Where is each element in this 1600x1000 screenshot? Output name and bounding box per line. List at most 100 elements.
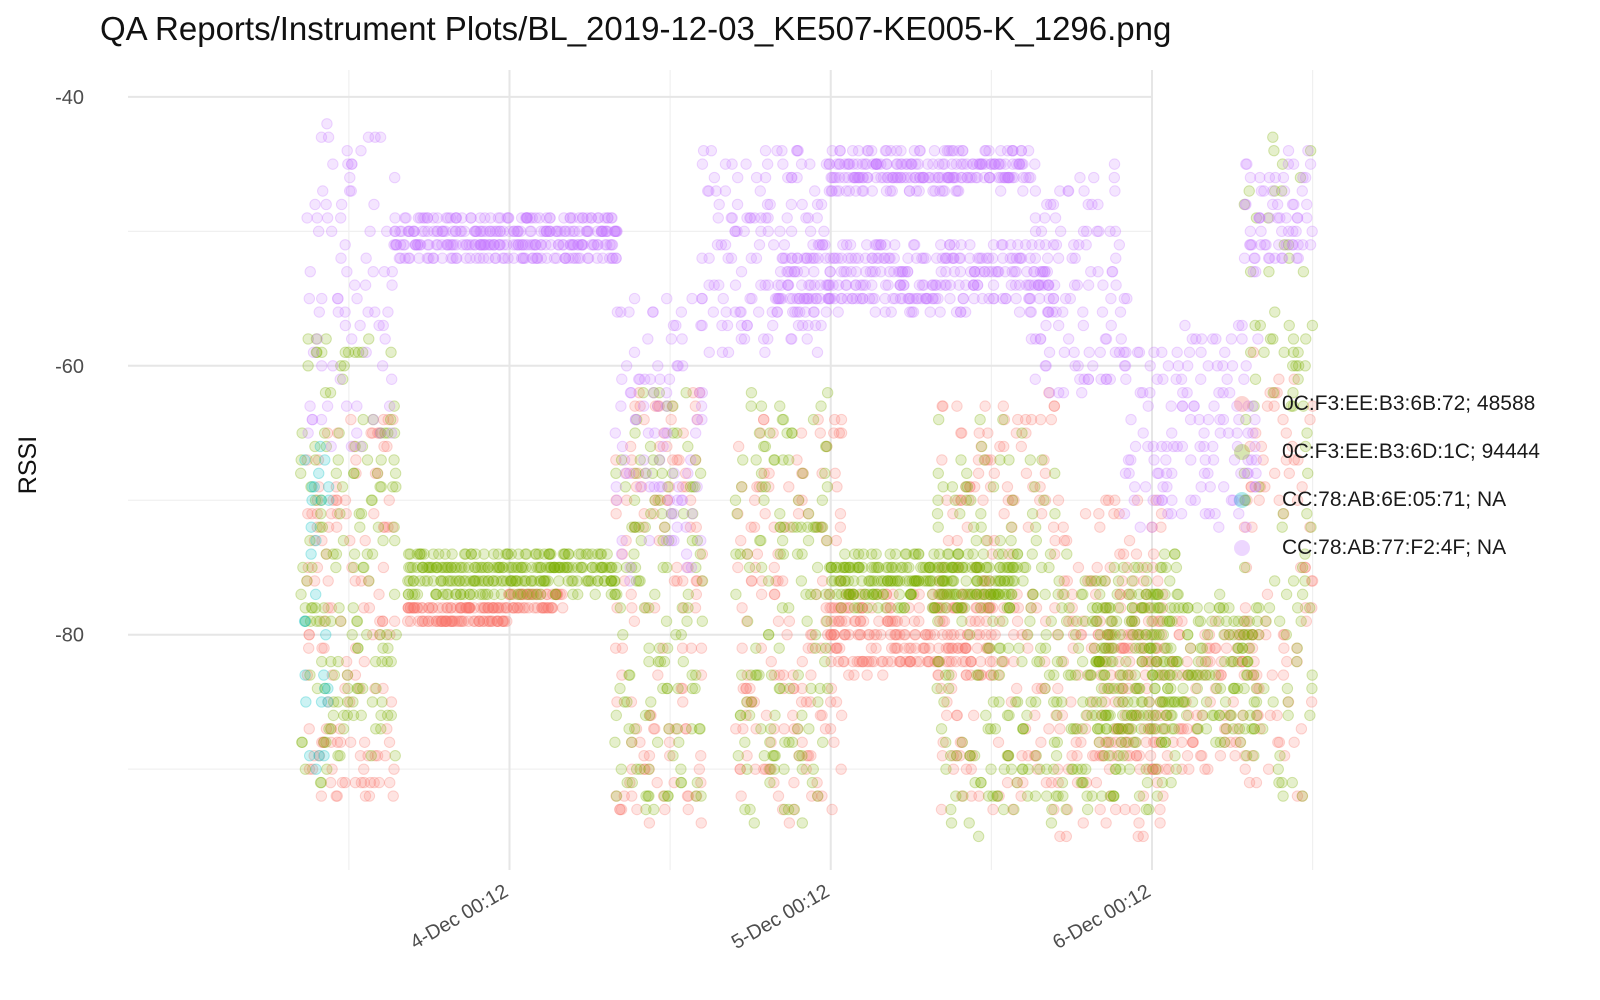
data-point — [797, 467, 809, 480]
data-point — [870, 548, 882, 560]
data-point — [1202, 467, 1214, 480]
data-point — [668, 776, 680, 789]
data-point — [624, 561, 636, 574]
data-point — [792, 494, 805, 506]
data-point — [1306, 682, 1318, 695]
data-point — [416, 615, 428, 627]
data-point — [802, 750, 815, 762]
data-point — [610, 790, 622, 802]
data-point — [768, 776, 780, 789]
data-point — [1029, 373, 1041, 385]
data-point — [611, 494, 623, 506]
data-point — [366, 548, 379, 560]
data-point — [1306, 225, 1318, 238]
data-point — [300, 696, 312, 708]
data-point — [1001, 481, 1014, 493]
data-point — [758, 763, 770, 775]
data-point — [684, 494, 697, 506]
data-point — [1005, 521, 1018, 533]
data-point — [843, 669, 855, 681]
data-point — [932, 413, 945, 426]
data-point — [1123, 534, 1136, 547]
data-point — [620, 467, 633, 480]
data-point — [1165, 400, 1177, 412]
data-point — [768, 723, 780, 735]
data-point — [784, 292, 796, 305]
data-point — [792, 723, 804, 735]
data-point — [1301, 198, 1313, 211]
data-point — [614, 803, 626, 816]
data-point — [1010, 292, 1022, 305]
data-point — [980, 709, 992, 722]
data-point — [1040, 629, 1052, 641]
data-point — [308, 575, 321, 587]
data-point — [648, 723, 660, 735]
data-point — [552, 588, 564, 601]
data-point — [1141, 561, 1153, 574]
data-point — [473, 615, 485, 627]
data-point — [1218, 736, 1231, 748]
data-point — [943, 669, 955, 681]
data-point — [853, 655, 866, 668]
data-point — [810, 588, 822, 601]
data-point — [956, 736, 968, 748]
data-point — [856, 602, 868, 614]
data-point — [1054, 723, 1066, 735]
data-point — [446, 548, 458, 560]
data-point — [315, 413, 328, 426]
data-point — [776, 413, 789, 426]
data-point — [1253, 212, 1265, 224]
data-point — [809, 642, 822, 654]
data-point — [944, 292, 956, 305]
data-point — [331, 292, 344, 305]
data-point — [844, 602, 856, 614]
data-point — [403, 252, 416, 264]
data-point — [1109, 494, 1121, 506]
data-point — [736, 602, 748, 614]
data-point — [649, 427, 661, 439]
data-point — [703, 346, 715, 359]
data-point — [454, 602, 467, 614]
data-point — [616, 548, 629, 560]
y-tick-label: -80 — [55, 625, 84, 647]
data-point — [895, 144, 907, 157]
data-point — [776, 803, 789, 816]
data-point — [1200, 696, 1213, 708]
data-point — [309, 454, 322, 466]
data-point — [322, 682, 334, 695]
data-point — [463, 602, 475, 614]
data-point — [821, 615, 833, 627]
data-point — [997, 548, 1009, 560]
data-point — [1105, 655, 1117, 668]
data-point — [477, 602, 489, 614]
data-point — [1040, 319, 1052, 332]
data-point — [322, 131, 335, 143]
data-point — [856, 602, 869, 614]
data-point — [762, 629, 775, 641]
data-point — [374, 615, 386, 627]
data-point — [384, 413, 397, 426]
data-point — [661, 292, 673, 305]
data-point — [369, 750, 381, 762]
data-point — [301, 669, 314, 681]
data-point — [1182, 360, 1194, 372]
data-point — [327, 360, 339, 372]
data-point — [1114, 306, 1127, 318]
data-point — [999, 292, 1012, 305]
data-point — [366, 494, 378, 506]
data-point — [975, 507, 987, 520]
data-point — [402, 602, 414, 614]
data-point — [781, 212, 793, 224]
data-point — [689, 602, 702, 614]
data-point — [402, 602, 415, 614]
data-point — [819, 642, 832, 654]
data-point — [854, 629, 866, 641]
data-point — [1051, 709, 1063, 722]
data-point — [682, 588, 694, 601]
data-point — [327, 709, 340, 722]
data-point — [644, 440, 657, 453]
data-point — [643, 763, 655, 775]
data-point — [741, 696, 753, 708]
data-point — [1091, 225, 1103, 238]
